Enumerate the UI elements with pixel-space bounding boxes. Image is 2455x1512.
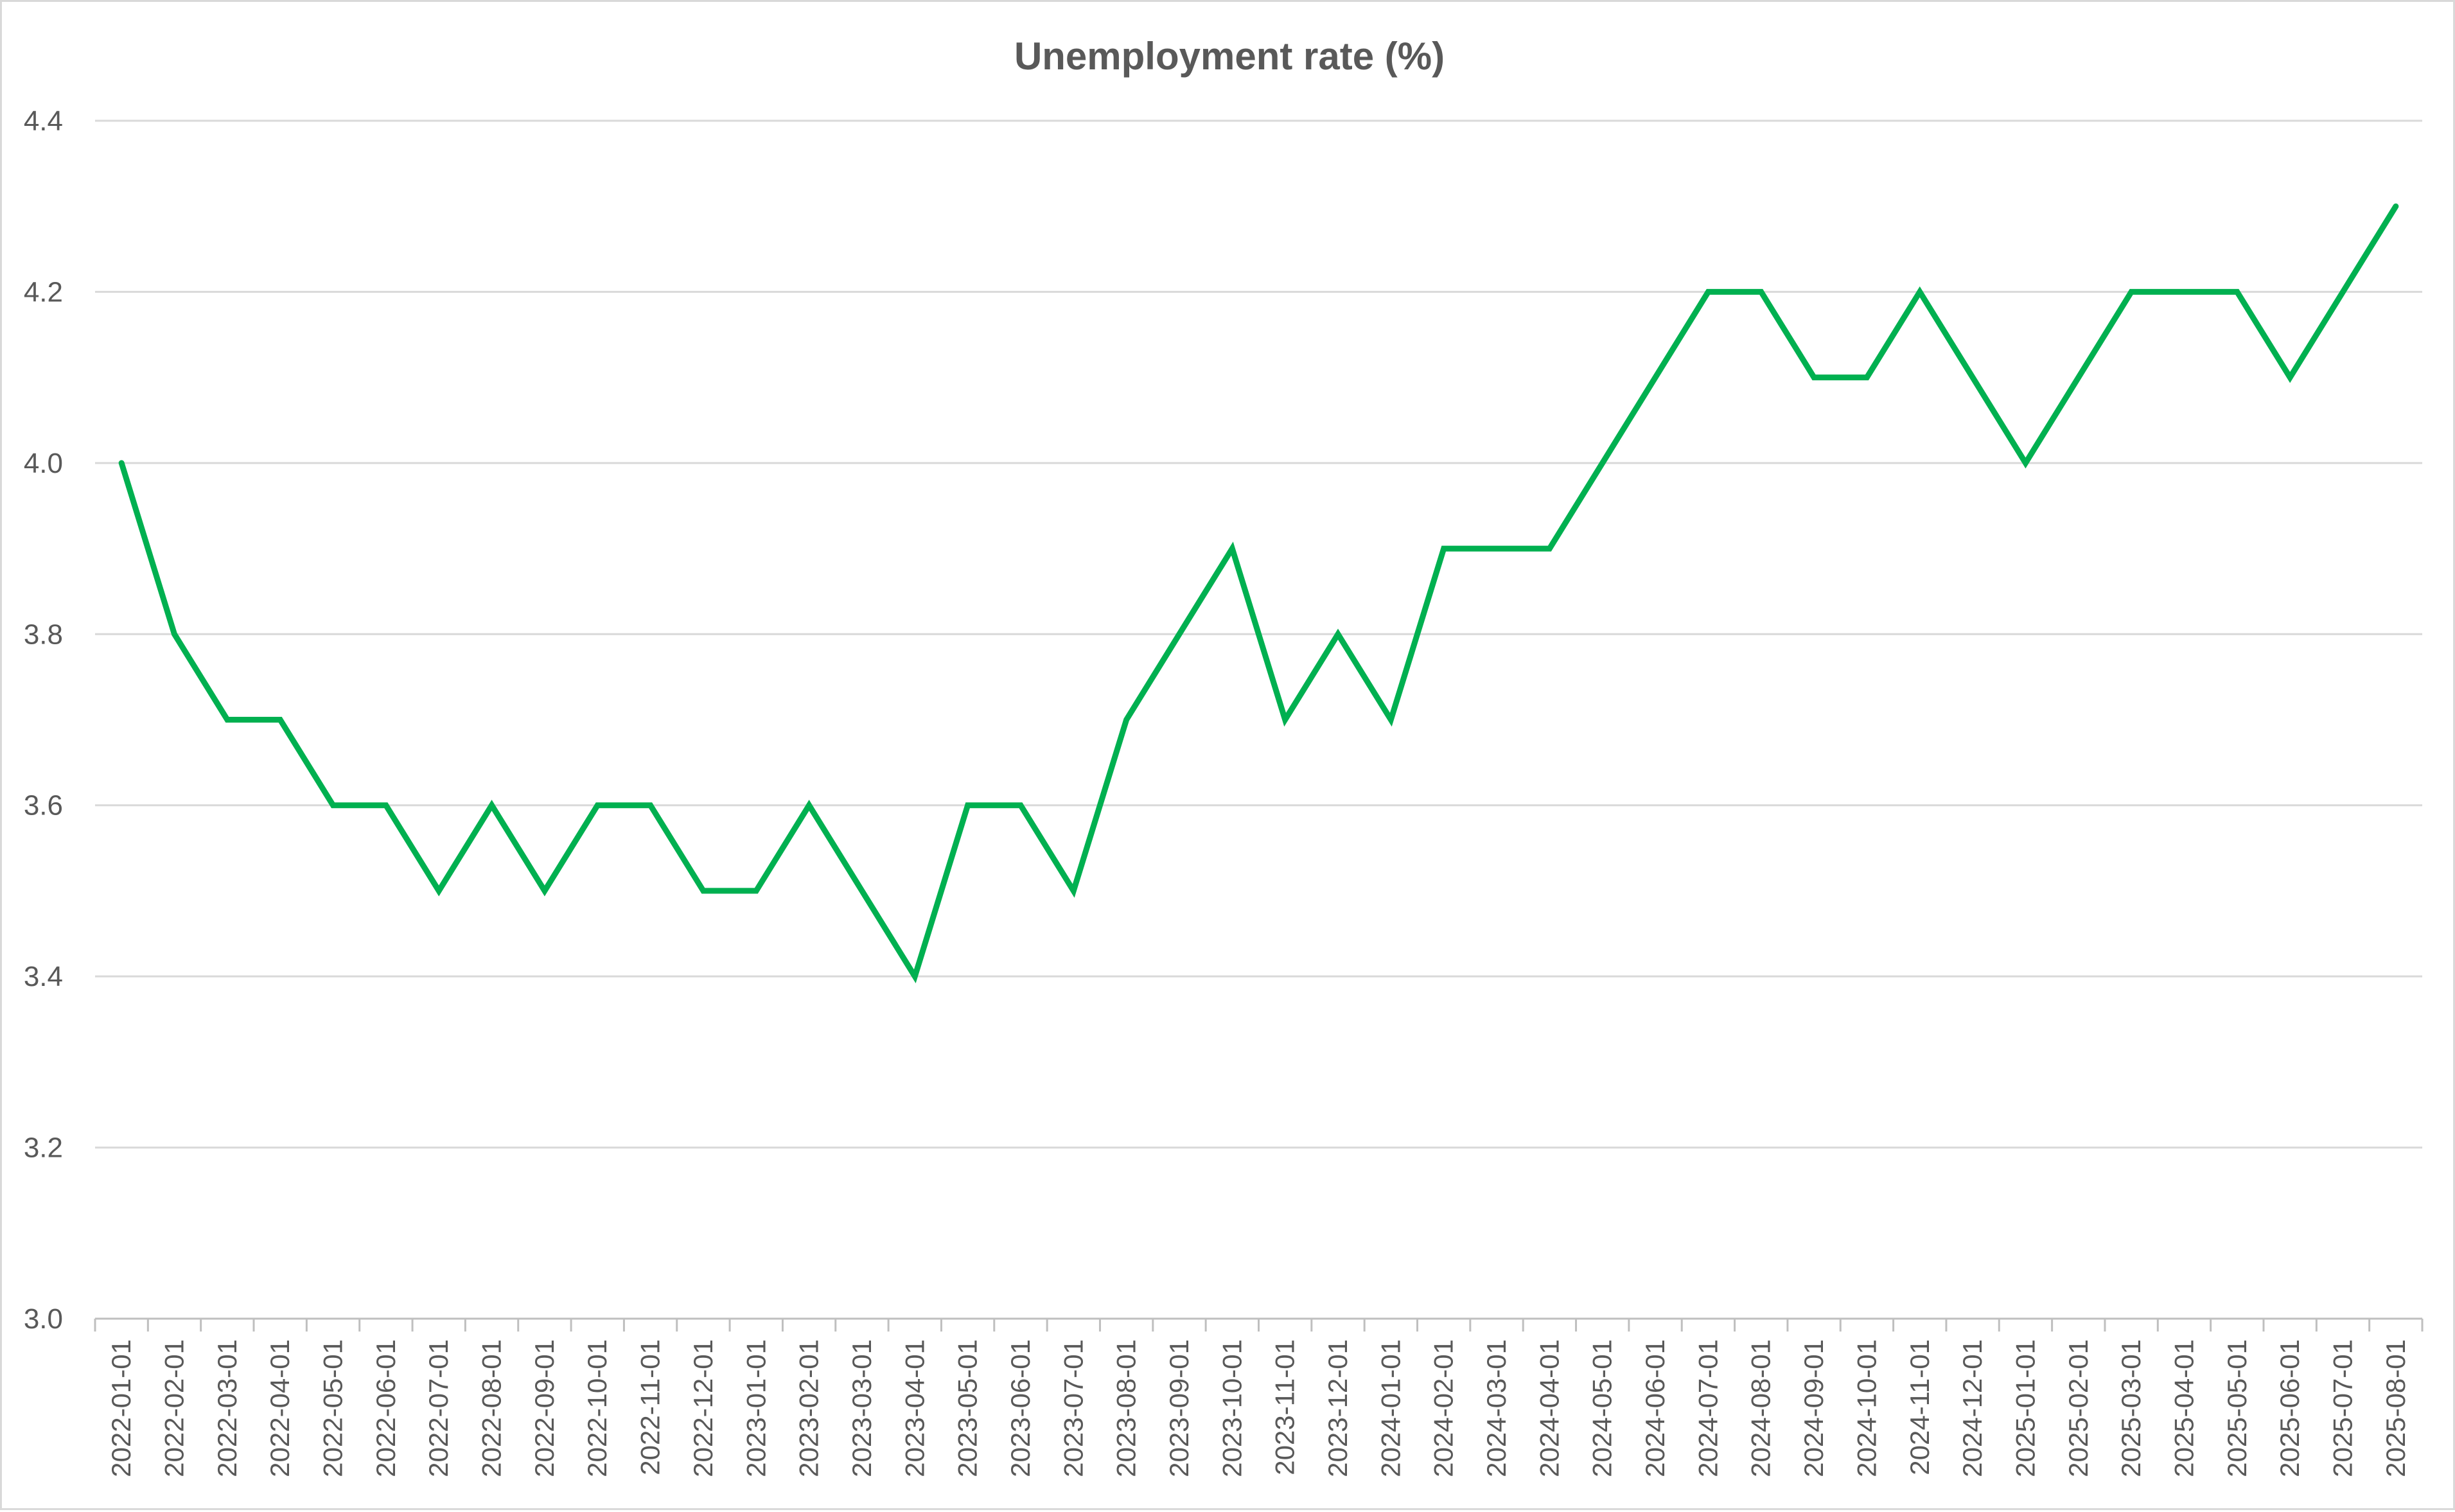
x-tick-label: 2023-05-01 (953, 1339, 983, 1477)
x-tick-label: 2024-01-01 (1375, 1339, 1405, 1477)
x-tick-label: 2025-06-01 (2275, 1339, 2305, 1477)
x-tick-label: 2024-11-01 (1905, 1339, 1935, 1475)
x-tick-label: 2024-02-01 (1429, 1339, 1459, 1477)
x-tick-label: 2024-08-01 (1746, 1339, 1776, 1477)
x-tick-label: 2023-06-01 (1005, 1339, 1035, 1477)
x-tick-label: 2025-04-01 (2169, 1339, 2199, 1477)
x-tick-label: 2022-05-01 (318, 1339, 348, 1477)
x-tick-label: 2022-12-01 (688, 1339, 718, 1477)
x-tick-label: 2025-05-01 (2222, 1339, 2252, 1477)
x-tick-label: 2022-09-01 (529, 1339, 559, 1477)
x-tick-label: 2023-01-01 (741, 1339, 771, 1477)
x-tick-label: 2023-11-01 (1270, 1339, 1300, 1475)
x-tick-label: 2024-09-01 (1799, 1339, 1829, 1477)
x-tick-label: 2025-03-01 (2116, 1339, 2146, 1477)
y-tick-label: 4.4 (24, 105, 63, 137)
y-tick-label: 3.8 (24, 619, 63, 650)
chart-title: Unemployment rate (%) (1014, 35, 1445, 78)
y-axis-tick-labels: 3.0 3.2 3.4 3.6 3.8 4.0 4.2 4.4 (24, 105, 63, 1335)
x-tick-label: 2022-04-01 (265, 1339, 295, 1477)
x-tick-label: 2022-02-01 (159, 1339, 189, 1477)
y-tick-label: 4.0 (24, 448, 63, 479)
x-tick-label: 2022-11-01 (635, 1339, 665, 1475)
x-tick-label: 2023-04-01 (899, 1339, 929, 1477)
series-unemployment-rate (118, 203, 2399, 983)
x-axis-tick-labels: 2022-01-01 2022-02-01 2022-03-01 2022-04-01… (106, 1339, 2411, 1477)
y-tick-label: 4.2 (24, 276, 63, 308)
x-tick-label: 2023-09-01 (1164, 1339, 1194, 1477)
x-tick-label: 2022-06-01 (371, 1339, 401, 1477)
x-tick-label: 2024-03-01 (1481, 1339, 1511, 1477)
y-tick-label: 3.0 (24, 1303, 63, 1335)
x-tick-label: 2025-01-01 (2010, 1339, 2040, 1477)
x-tick-label: 2024-07-01 (1693, 1339, 1723, 1477)
x-tick-label: 2025-08-01 (2380, 1339, 2411, 1477)
x-tick-label: 2024-06-01 (1640, 1339, 1670, 1477)
y-tick-label: 3.2 (24, 1132, 63, 1164)
x-tick-label: 2023-02-01 (794, 1339, 824, 1477)
x-tick-label: 2023-07-01 (1058, 1339, 1088, 1477)
x-tick-label: 2022-07-01 (423, 1339, 453, 1477)
x-tick-label: 2024-04-01 (1534, 1339, 1564, 1477)
series-line (118, 203, 2399, 983)
x-tick-label: 2024-05-01 (1587, 1339, 1617, 1477)
x-tick-label: 2025-07-01 (2327, 1339, 2357, 1477)
x-tick-label: 2023-08-01 (1111, 1339, 1141, 1477)
x-tick-label: 2023-12-01 (1323, 1339, 1353, 1477)
x-tick-label: 2025-02-01 (2063, 1339, 2093, 1477)
x-tick-label: 2022-10-01 (582, 1339, 612, 1477)
x-tick-label: 2024-12-01 (1957, 1339, 1987, 1477)
y-tick-label: 3.4 (24, 961, 63, 992)
y-tick-label: 3.6 (24, 790, 63, 822)
x-axis (94, 1317, 2424, 1332)
x-tick-label: 2022-01-01 (106, 1339, 136, 1477)
x-tick-label: 2022-03-01 (212, 1339, 242, 1477)
x-tick-label: 2023-10-01 (1217, 1339, 1247, 1477)
x-tick-label: 2022-08-01 (477, 1339, 507, 1477)
x-tick-label: 2023-03-01 (847, 1339, 877, 1477)
gridlines (95, 119, 2422, 1149)
x-tick-label: 2024-10-01 (1851, 1339, 1881, 1477)
